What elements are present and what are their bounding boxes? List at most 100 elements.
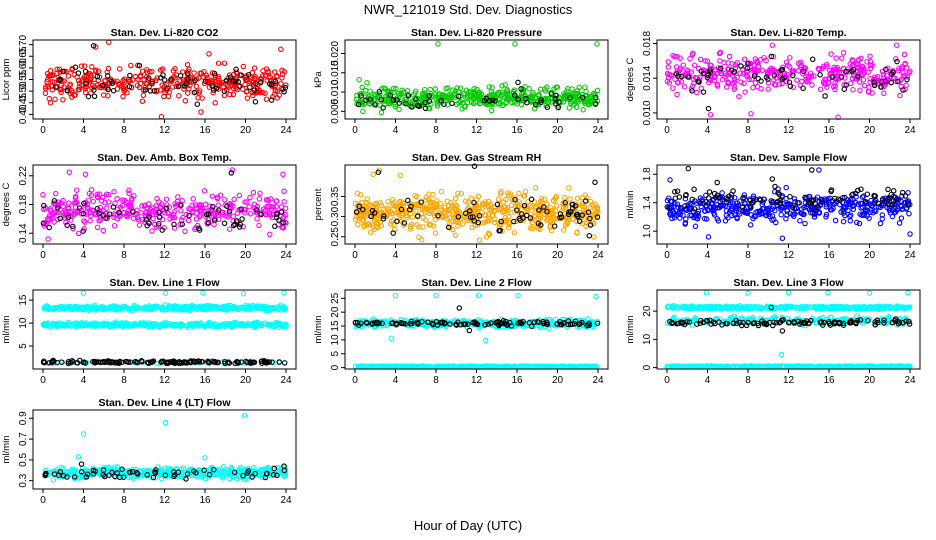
point — [86, 190, 93, 197]
point — [783, 184, 789, 191]
y-tick-label: 15 — [18, 294, 29, 306]
point — [203, 72, 210, 79]
outlier-point — [779, 235, 786, 242]
point — [151, 88, 157, 94]
point — [274, 88, 281, 95]
point — [418, 210, 425, 217]
point — [795, 67, 802, 74]
y-tick-label: 0.020 — [330, 41, 341, 66]
point — [60, 68, 66, 75]
point — [80, 210, 87, 217]
point — [432, 230, 439, 236]
point — [60, 97, 66, 103]
point — [857, 87, 863, 94]
point — [800, 68, 807, 75]
point — [511, 230, 518, 236]
point — [579, 94, 586, 101]
point — [230, 91, 237, 98]
y-axis-label: ml/min — [313, 316, 324, 344]
point — [215, 75, 222, 82]
x-tick-label: 16 — [199, 125, 211, 136]
point — [532, 185, 539, 191]
point — [70, 225, 76, 232]
point — [126, 190, 132, 197]
y-tick-label: 0.015 — [330, 60, 341, 85]
point — [164, 202, 170, 208]
outlier-point — [66, 169, 73, 175]
point — [126, 187, 132, 194]
point — [528, 98, 535, 104]
point — [816, 66, 822, 73]
x-tick-label: 12 — [783, 250, 795, 261]
point — [432, 86, 439, 92]
point — [168, 76, 174, 83]
point — [61, 78, 68, 84]
point — [186, 205, 192, 212]
point — [841, 86, 848, 92]
point — [809, 56, 816, 63]
point — [882, 78, 889, 84]
y-tick-label: 1.8 — [642, 167, 653, 181]
point — [170, 211, 177, 218]
point — [552, 95, 558, 102]
point — [871, 79, 877, 85]
point — [450, 87, 456, 93]
point — [243, 76, 250, 83]
point — [230, 222, 237, 229]
outlier-point — [809, 167, 815, 173]
outlier-point — [364, 80, 370, 86]
x-tick-label: 16 — [199, 375, 211, 386]
point — [171, 215, 178, 221]
point — [157, 67, 164, 73]
point — [247, 210, 254, 217]
point — [427, 86, 433, 93]
point — [446, 95, 452, 101]
point — [422, 105, 429, 112]
point — [382, 86, 389, 92]
outlier-point — [594, 41, 600, 47]
outlier-point — [768, 53, 775, 60]
point — [533, 102, 540, 108]
point — [560, 205, 567, 212]
point — [799, 78, 805, 85]
y-tick-label: 0.70 — [18, 34, 29, 54]
point — [447, 92, 453, 98]
point — [272, 223, 278, 230]
panel-title: Stan. Dev. Line 1 Flow — [109, 277, 220, 289]
y-tick-label: 1.0 — [642, 224, 653, 238]
point — [380, 104, 386, 111]
point — [278, 81, 284, 87]
point — [83, 73, 90, 80]
point — [211, 217, 218, 223]
point — [94, 191, 100, 198]
panel-title: Stan. Dev. Sample Flow — [730, 152, 848, 164]
point — [271, 69, 278, 75]
outlier-point — [592, 179, 598, 186]
point — [181, 80, 187, 87]
y-tick-label: 0.40 — [18, 104, 29, 124]
y-axis-label: ml/min — [625, 316, 636, 344]
outlier-point — [198, 109, 204, 115]
point — [476, 89, 483, 96]
point — [714, 81, 721, 88]
point — [265, 203, 272, 210]
point — [770, 53, 777, 60]
point — [850, 86, 856, 93]
point — [164, 85, 170, 92]
point — [210, 204, 216, 210]
outlier-point — [667, 177, 673, 183]
panel-title: Stan. Dev. Amb. Box Temp. — [97, 152, 232, 164]
point — [452, 88, 459, 94]
y-tick-label: 0.014 — [642, 65, 653, 90]
point — [771, 81, 778, 88]
point — [387, 92, 393, 99]
point — [718, 68, 724, 74]
point — [40, 220, 47, 227]
outlier-point — [515, 79, 521, 86]
point — [120, 85, 127, 91]
point — [252, 99, 259, 105]
point — [421, 86, 428, 93]
point — [360, 108, 366, 115]
